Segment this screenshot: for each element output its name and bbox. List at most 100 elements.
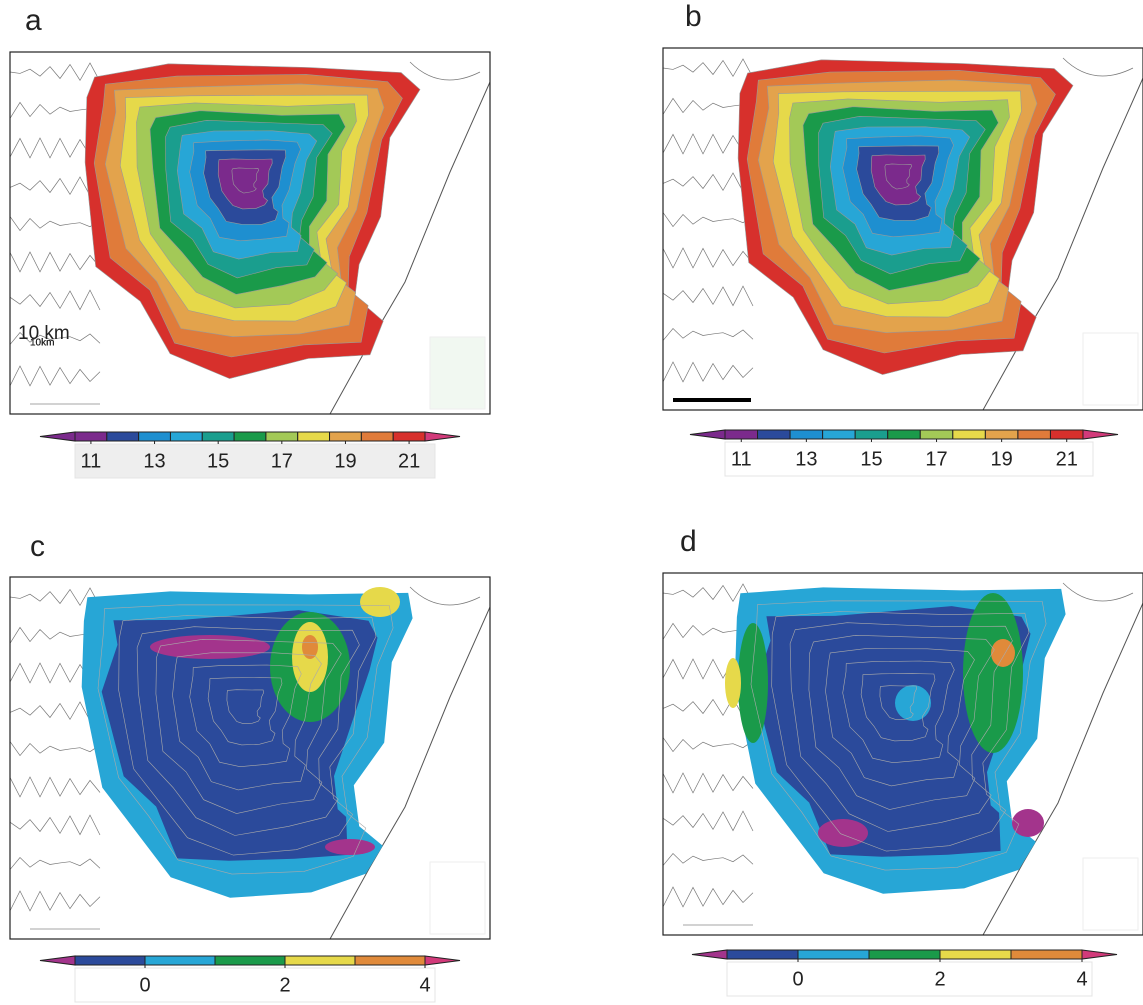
colorbar-extend bbox=[691, 949, 728, 960]
contour-line bbox=[879, 685, 917, 721]
contour-line bbox=[97, 604, 394, 875]
contour-line bbox=[662, 171, 754, 193]
colorbar-segment bbox=[74, 955, 146, 966]
lava-patch bbox=[302, 635, 318, 659]
colorbar-tick-label: 21 bbox=[1056, 448, 1078, 470]
contour-line bbox=[662, 133, 754, 155]
colorbar-segment bbox=[1010, 949, 1083, 960]
contour-line bbox=[9, 137, 101, 159]
contour-line bbox=[155, 638, 342, 814]
contour-line bbox=[9, 365, 101, 387]
colorbar-tick-label: 4 bbox=[1076, 968, 1087, 990]
colorbar-tick-label: 17 bbox=[271, 450, 293, 472]
colorbar-segment bbox=[265, 431, 299, 442]
contour-line bbox=[662, 853, 754, 867]
colorbar-segment bbox=[329, 431, 362, 442]
contour-line bbox=[226, 689, 264, 725]
lava-patch bbox=[738, 623, 768, 743]
contour-line bbox=[662, 772, 754, 794]
colorbar-segment bbox=[214, 955, 286, 966]
lava-patch bbox=[963, 593, 1023, 753]
scale-bar-label: 10 km bbox=[18, 323, 70, 344]
contour-line bbox=[207, 677, 283, 746]
contour-line bbox=[662, 583, 754, 603]
colorbar-label-box bbox=[726, 961, 1093, 997]
contour-line bbox=[9, 215, 101, 232]
colorbar-label-box bbox=[74, 443, 436, 479]
colorbar-extend bbox=[424, 955, 461, 966]
lava-patch bbox=[991, 639, 1015, 667]
panel-label: d bbox=[680, 525, 697, 558]
map-panel bbox=[9, 51, 491, 415]
colorbar-tick-label: 17 bbox=[925, 448, 947, 470]
lava-zone bbox=[231, 167, 260, 194]
lava-zone bbox=[754, 606, 1031, 857]
contour-line bbox=[662, 810, 754, 832]
colorbar-tick-label: 11 bbox=[731, 448, 752, 470]
contour-line bbox=[860, 673, 936, 742]
colorbar-segment bbox=[354, 955, 426, 966]
colorbar-segment bbox=[1017, 429, 1051, 440]
colorbar-segment bbox=[789, 429, 824, 440]
colorbar-segment bbox=[1049, 429, 1084, 440]
coastline bbox=[982, 602, 1143, 936]
colorbar-segment bbox=[201, 431, 235, 442]
lava-patch bbox=[818, 819, 868, 847]
colorbar-tick-label: 21 bbox=[398, 450, 420, 472]
colorbar-segment bbox=[797, 949, 870, 960]
contour-line bbox=[842, 660, 955, 764]
contour-line bbox=[9, 175, 101, 197]
colorbar-segment bbox=[169, 431, 203, 442]
colorbar-tick-label: 13 bbox=[143, 450, 165, 472]
contour-line bbox=[9, 332, 101, 346]
contour-line bbox=[662, 736, 754, 753]
contour-line bbox=[9, 740, 101, 757]
colorbar-tick-label: 15 bbox=[207, 450, 229, 472]
contour-line bbox=[189, 664, 302, 768]
scale-bar-label: 10km bbox=[30, 338, 54, 349]
contour-line bbox=[9, 890, 101, 912]
inset-box bbox=[429, 861, 486, 935]
contour-line bbox=[662, 328, 754, 342]
coastline bbox=[329, 606, 491, 940]
contour-line bbox=[662, 622, 754, 641]
contour-line bbox=[789, 622, 1013, 832]
contour-line bbox=[172, 652, 322, 791]
contour-line bbox=[771, 611, 1030, 852]
colorbar-extend bbox=[39, 955, 76, 966]
map-frame bbox=[662, 572, 1143, 936]
colorbar-tick-label: 4 bbox=[419, 974, 430, 996]
colorbar-segment bbox=[297, 431, 331, 442]
contour-line bbox=[9, 587, 101, 607]
colorbar-segment bbox=[138, 431, 171, 442]
panel-label: a bbox=[25, 4, 42, 37]
colorbar-segment bbox=[868, 949, 941, 960]
colorbar-tick-label: 2 bbox=[934, 968, 945, 990]
contour-line bbox=[662, 361, 754, 383]
colorbar-extend bbox=[39, 431, 76, 442]
map-frame bbox=[662, 47, 1143, 411]
colorbar-segment bbox=[233, 431, 267, 442]
colorbar-segment bbox=[726, 949, 799, 960]
scale-bar-label: 10km bbox=[30, 338, 54, 349]
colorbar-tick-label: 13 bbox=[795, 448, 817, 470]
contour-line bbox=[1062, 57, 1134, 77]
coastline bbox=[329, 81, 491, 415]
lava-patch bbox=[360, 587, 400, 617]
colorbar-segment bbox=[822, 429, 856, 440]
map-panel bbox=[9, 576, 491, 940]
map-frame bbox=[9, 51, 491, 415]
inset-box bbox=[429, 336, 486, 410]
lava-patch bbox=[150, 635, 270, 659]
colorbar-label-box bbox=[74, 967, 436, 1003]
colorbar-label-box bbox=[724, 441, 1094, 477]
colorbar-segment bbox=[284, 955, 356, 966]
colorbar-segment bbox=[757, 429, 791, 440]
colorbar-tick-label: 11 bbox=[81, 450, 102, 472]
lava-zone bbox=[884, 163, 913, 190]
colorbar-segment bbox=[854, 429, 889, 440]
colorbar-segment bbox=[952, 429, 986, 440]
colorbar-tick-label: 0 bbox=[792, 968, 803, 990]
contour-line bbox=[409, 586, 481, 606]
lava-patch bbox=[325, 839, 375, 855]
